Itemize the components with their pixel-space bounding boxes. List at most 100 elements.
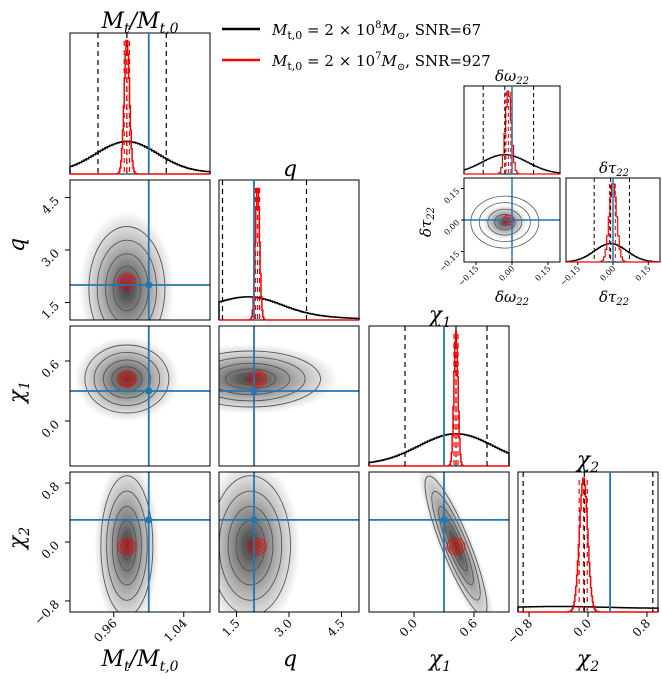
density-3-2 <box>417 472 495 612</box>
xlabel-q: q <box>283 647 297 672</box>
density-3-1 <box>219 472 301 612</box>
ytick-label-2-1: 0.6 <box>39 357 62 380</box>
panel-2-1 <box>219 326 359 466</box>
xtick-label-2-0: 0.0 <box>397 616 420 639</box>
contour-black-2-1-1 <box>219 356 306 402</box>
contour-red-3-0-2 <box>122 542 132 551</box>
contour-black-3-2-4 <box>449 531 463 561</box>
truth-point-1-0 <box>145 281 153 289</box>
contour-red-2-1-1 <box>250 372 265 386</box>
inset-ytick-label-2: 0.15 <box>442 187 461 206</box>
contour-black-3-0-0 <box>100 475 154 612</box>
hist-black-2 <box>368 433 510 466</box>
panel-3-1 <box>219 472 359 612</box>
xtick-label-1-2: 4.5 <box>324 616 347 639</box>
contour-black-3-2-2 <box>438 506 474 586</box>
inset-xtick-label-0-0: −0.15 <box>457 264 481 288</box>
contour-black-2-1-0 <box>219 350 321 408</box>
inset-contour-black-1 <box>478 202 531 243</box>
contour-black-1-0-0 <box>88 226 166 320</box>
contour-black-2-1-2 <box>219 362 291 396</box>
contour-black-2-1-3 <box>224 368 277 390</box>
ylabel-chi1: χ1 <box>5 381 33 405</box>
legend: Mt,0 = 2 × 108M⊙, SNR=67 Mt,0 = 2 × 107M… <box>222 20 491 73</box>
xtick-label-0-0: 0.96 <box>91 616 120 645</box>
contour-red-3-2-3 <box>453 544 459 549</box>
contour-red-3-0-3 <box>124 544 130 549</box>
contour-red-3-2-1 <box>449 540 463 553</box>
title-chi2: χ2 <box>575 448 599 476</box>
ytick-label-3-1: 0.0 <box>39 538 62 561</box>
xtick-label-3-0: −0.8 <box>505 616 536 647</box>
inset-title-omega: δω22 <box>495 67 529 87</box>
panel-frame-2-1 <box>218 325 360 467</box>
ytick-label-1-1: 3.0 <box>39 246 62 269</box>
hist-black-0 <box>69 140 211 174</box>
xtick-label-3-2: 0.8 <box>630 616 653 639</box>
contour-red-2-1-3 <box>255 376 260 382</box>
panel-frame-2-0 <box>69 325 211 467</box>
inset-xlabel-omega: δω22 <box>495 288 529 308</box>
contour-red-1-0-3 <box>124 279 130 284</box>
diag-frame-2 <box>368 325 510 467</box>
truth-point-2-1 <box>250 387 258 395</box>
inset-contour-black-3 <box>494 213 516 231</box>
density-2-1 <box>219 344 338 414</box>
inset-xlabel-tau: δτ22 <box>599 288 629 308</box>
ylabel-chi2: χ2 <box>5 527 33 551</box>
contour-black-3-1-4 <box>242 531 259 561</box>
contour-red-3-1-0 <box>248 537 267 555</box>
xtick-label-2-1: 0.6 <box>457 616 480 639</box>
panel-frame-3-2 <box>368 471 510 613</box>
inset-title-tau: δτ22 <box>599 159 629 179</box>
contour-red-2-0-3 <box>124 376 130 382</box>
density-1-0 <box>79 211 175 320</box>
ytick-label-3-0: −0.8 <box>32 597 63 628</box>
panel-3-2 <box>369 472 509 612</box>
contour-black-3-0-1 <box>106 490 148 601</box>
contour-black-1-0-1 <box>96 239 157 320</box>
hist-black-1 <box>218 296 360 320</box>
contour-red-3-2-0 <box>446 537 466 555</box>
hist-red-1 <box>219 187 359 321</box>
contour-red-3-1-3 <box>255 544 260 549</box>
legend-black-label: Mt,0 = 2 × 108M⊙, SNR=67 <box>271 20 481 42</box>
xtick-label-3-1: 0.0 <box>571 616 594 639</box>
contour-red-2-0-2 <box>122 374 132 384</box>
truth-point-3-0 <box>145 516 153 524</box>
ytick-label-2-0: 0.0 <box>39 417 62 440</box>
contour-black-2-0-0 <box>84 344 170 414</box>
diag-frame-1 <box>218 179 360 321</box>
xtick-label-1-1: 3.0 <box>272 616 295 639</box>
contour-red-1-0-1 <box>119 275 134 288</box>
title-chi1: χ1 <box>427 303 451 331</box>
ytick-label-1-0: 1.5 <box>39 299 62 322</box>
truth-point-3-2 <box>440 516 448 524</box>
truth-point-3-1 <box>250 516 258 524</box>
panel-1-0 <box>70 180 210 320</box>
density-2-0 <box>74 336 180 422</box>
panel-2-0 <box>70 326 210 466</box>
inset-xtick-label-1-1: 0.00 <box>598 264 617 283</box>
diag-frame-0 <box>69 32 211 175</box>
inset-ylabel-tau: δτ22 <box>417 207 437 237</box>
hist-red-0 <box>70 39 210 175</box>
ylabel-q: q <box>5 238 30 252</box>
inset-density <box>482 205 527 240</box>
hist-red-2 <box>369 330 509 467</box>
contour-black-2-0-2 <box>102 359 151 399</box>
hist-red-3 <box>518 477 658 613</box>
ytick-label-1-2: 4.5 <box>39 194 62 217</box>
inset-xtick-label-0-2: 0.15 <box>533 264 552 283</box>
contour-black-3-2-0 <box>424 475 488 612</box>
inset-xtick-label-1-0: −0.15 <box>558 264 582 288</box>
contour-red-2-1-0 <box>248 370 267 388</box>
inset-contour-black-0 <box>470 195 540 249</box>
xlabel-chi1: χ1 <box>427 647 451 675</box>
inset-contour-black-2 <box>487 208 523 236</box>
contour-red-3-0-0 <box>117 537 137 555</box>
panels-layer: 0.96 1.04 1.5 3.0 4.5 0.0 0.6 −0.8 0.0 0.8 1.5 3.0 4… <box>32 32 661 647</box>
contour-black-3-2-1 <box>431 490 481 601</box>
inset-ytick-label-0: −0.15 <box>438 250 462 274</box>
ytick-label-3-2: 0.8 <box>39 479 62 502</box>
